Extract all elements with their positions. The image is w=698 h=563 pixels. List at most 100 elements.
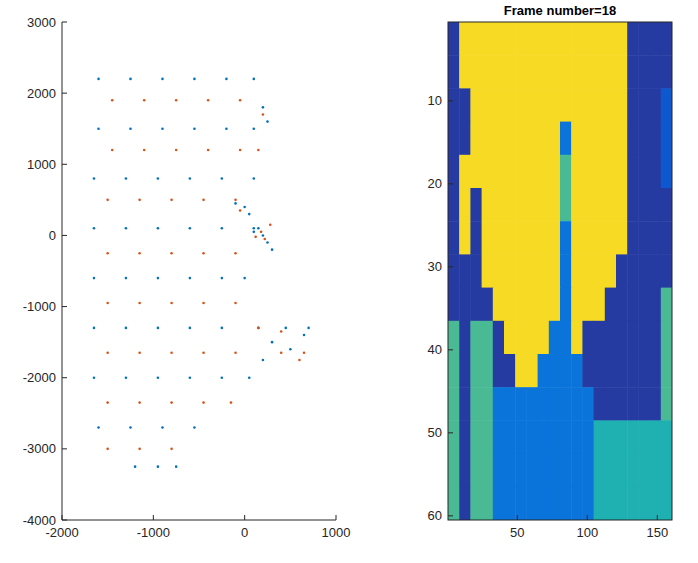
cell bbox=[616, 155, 628, 189]
cell bbox=[616, 288, 628, 322]
cell bbox=[538, 55, 550, 89]
cell bbox=[493, 487, 505, 520]
cell bbox=[448, 122, 460, 156]
cell bbox=[470, 221, 482, 255]
point bbox=[143, 149, 146, 152]
y-axis-line bbox=[62, 22, 63, 520]
point bbox=[125, 277, 128, 280]
cell bbox=[661, 321, 672, 355]
cell bbox=[650, 221, 662, 255]
cell bbox=[515, 354, 527, 388]
point bbox=[262, 234, 265, 237]
y-tick-label: -4000 bbox=[23, 513, 56, 528]
y-tick-label: 1000 bbox=[27, 157, 56, 172]
cell bbox=[448, 254, 460, 288]
point bbox=[170, 199, 173, 202]
y-tick bbox=[448, 349, 453, 350]
cell bbox=[448, 22, 460, 56]
cell bbox=[515, 122, 527, 156]
cell bbox=[638, 88, 650, 122]
cell bbox=[515, 188, 527, 222]
cell bbox=[448, 420, 460, 454]
point bbox=[253, 227, 256, 230]
cell bbox=[504, 188, 516, 222]
point bbox=[193, 127, 196, 130]
series-points bbox=[106, 99, 305, 450]
cell bbox=[493, 88, 505, 122]
cell bbox=[605, 188, 617, 222]
cell bbox=[538, 288, 550, 322]
point bbox=[125, 327, 128, 330]
point bbox=[189, 376, 192, 379]
point bbox=[225, 78, 228, 81]
cell bbox=[650, 22, 662, 56]
cell bbox=[538, 122, 550, 156]
point bbox=[262, 113, 265, 116]
cell bbox=[560, 487, 572, 520]
y-tick bbox=[448, 432, 453, 433]
cell bbox=[459, 188, 471, 222]
cell bbox=[638, 22, 650, 56]
point bbox=[170, 352, 173, 355]
cell bbox=[470, 122, 482, 156]
cell bbox=[594, 454, 606, 488]
cell bbox=[470, 88, 482, 122]
cell bbox=[493, 254, 505, 288]
cell bbox=[582, 188, 594, 222]
cell bbox=[661, 420, 672, 454]
cell bbox=[582, 420, 594, 454]
x-tick bbox=[517, 515, 518, 520]
x-tick-label: 100 bbox=[576, 525, 598, 540]
point bbox=[93, 277, 96, 280]
point bbox=[221, 227, 224, 230]
x-tick bbox=[336, 515, 337, 520]
cell bbox=[493, 221, 505, 255]
x-tick-label: 0 bbox=[241, 525, 248, 540]
cell bbox=[627, 321, 639, 355]
cell bbox=[605, 22, 617, 56]
point bbox=[106, 302, 109, 305]
cell bbox=[638, 122, 650, 156]
cell bbox=[582, 387, 594, 421]
cell bbox=[482, 254, 494, 288]
cell bbox=[459, 354, 471, 388]
cell bbox=[605, 221, 617, 255]
point bbox=[193, 426, 196, 429]
cell bbox=[650, 254, 662, 288]
cell bbox=[493, 321, 505, 355]
point bbox=[143, 99, 146, 102]
cell bbox=[493, 288, 505, 322]
cell bbox=[526, 122, 538, 156]
cell bbox=[638, 487, 650, 520]
y-tick bbox=[62, 235, 67, 236]
cell bbox=[515, 321, 527, 355]
cell bbox=[616, 454, 628, 488]
point bbox=[202, 401, 205, 404]
point bbox=[253, 127, 256, 130]
cell bbox=[594, 122, 606, 156]
cell bbox=[515, 221, 527, 255]
cell bbox=[526, 22, 538, 56]
x-axis-line bbox=[62, 520, 336, 521]
cell bbox=[526, 354, 538, 388]
cell bbox=[549, 122, 561, 156]
y-tick bbox=[62, 448, 67, 449]
cell bbox=[526, 288, 538, 322]
cell bbox=[504, 420, 516, 454]
cell bbox=[560, 122, 572, 156]
point bbox=[157, 376, 160, 379]
cell bbox=[504, 122, 516, 156]
point bbox=[170, 401, 173, 404]
cell bbox=[515, 454, 527, 488]
point bbox=[93, 376, 96, 379]
cell bbox=[549, 454, 561, 488]
cell bbox=[459, 288, 471, 322]
cell bbox=[482, 288, 494, 322]
y-tick bbox=[62, 93, 67, 94]
cell bbox=[594, 155, 606, 189]
point bbox=[221, 376, 224, 379]
cell bbox=[616, 420, 628, 454]
point bbox=[202, 352, 205, 355]
point bbox=[221, 177, 224, 180]
cell bbox=[594, 254, 606, 288]
